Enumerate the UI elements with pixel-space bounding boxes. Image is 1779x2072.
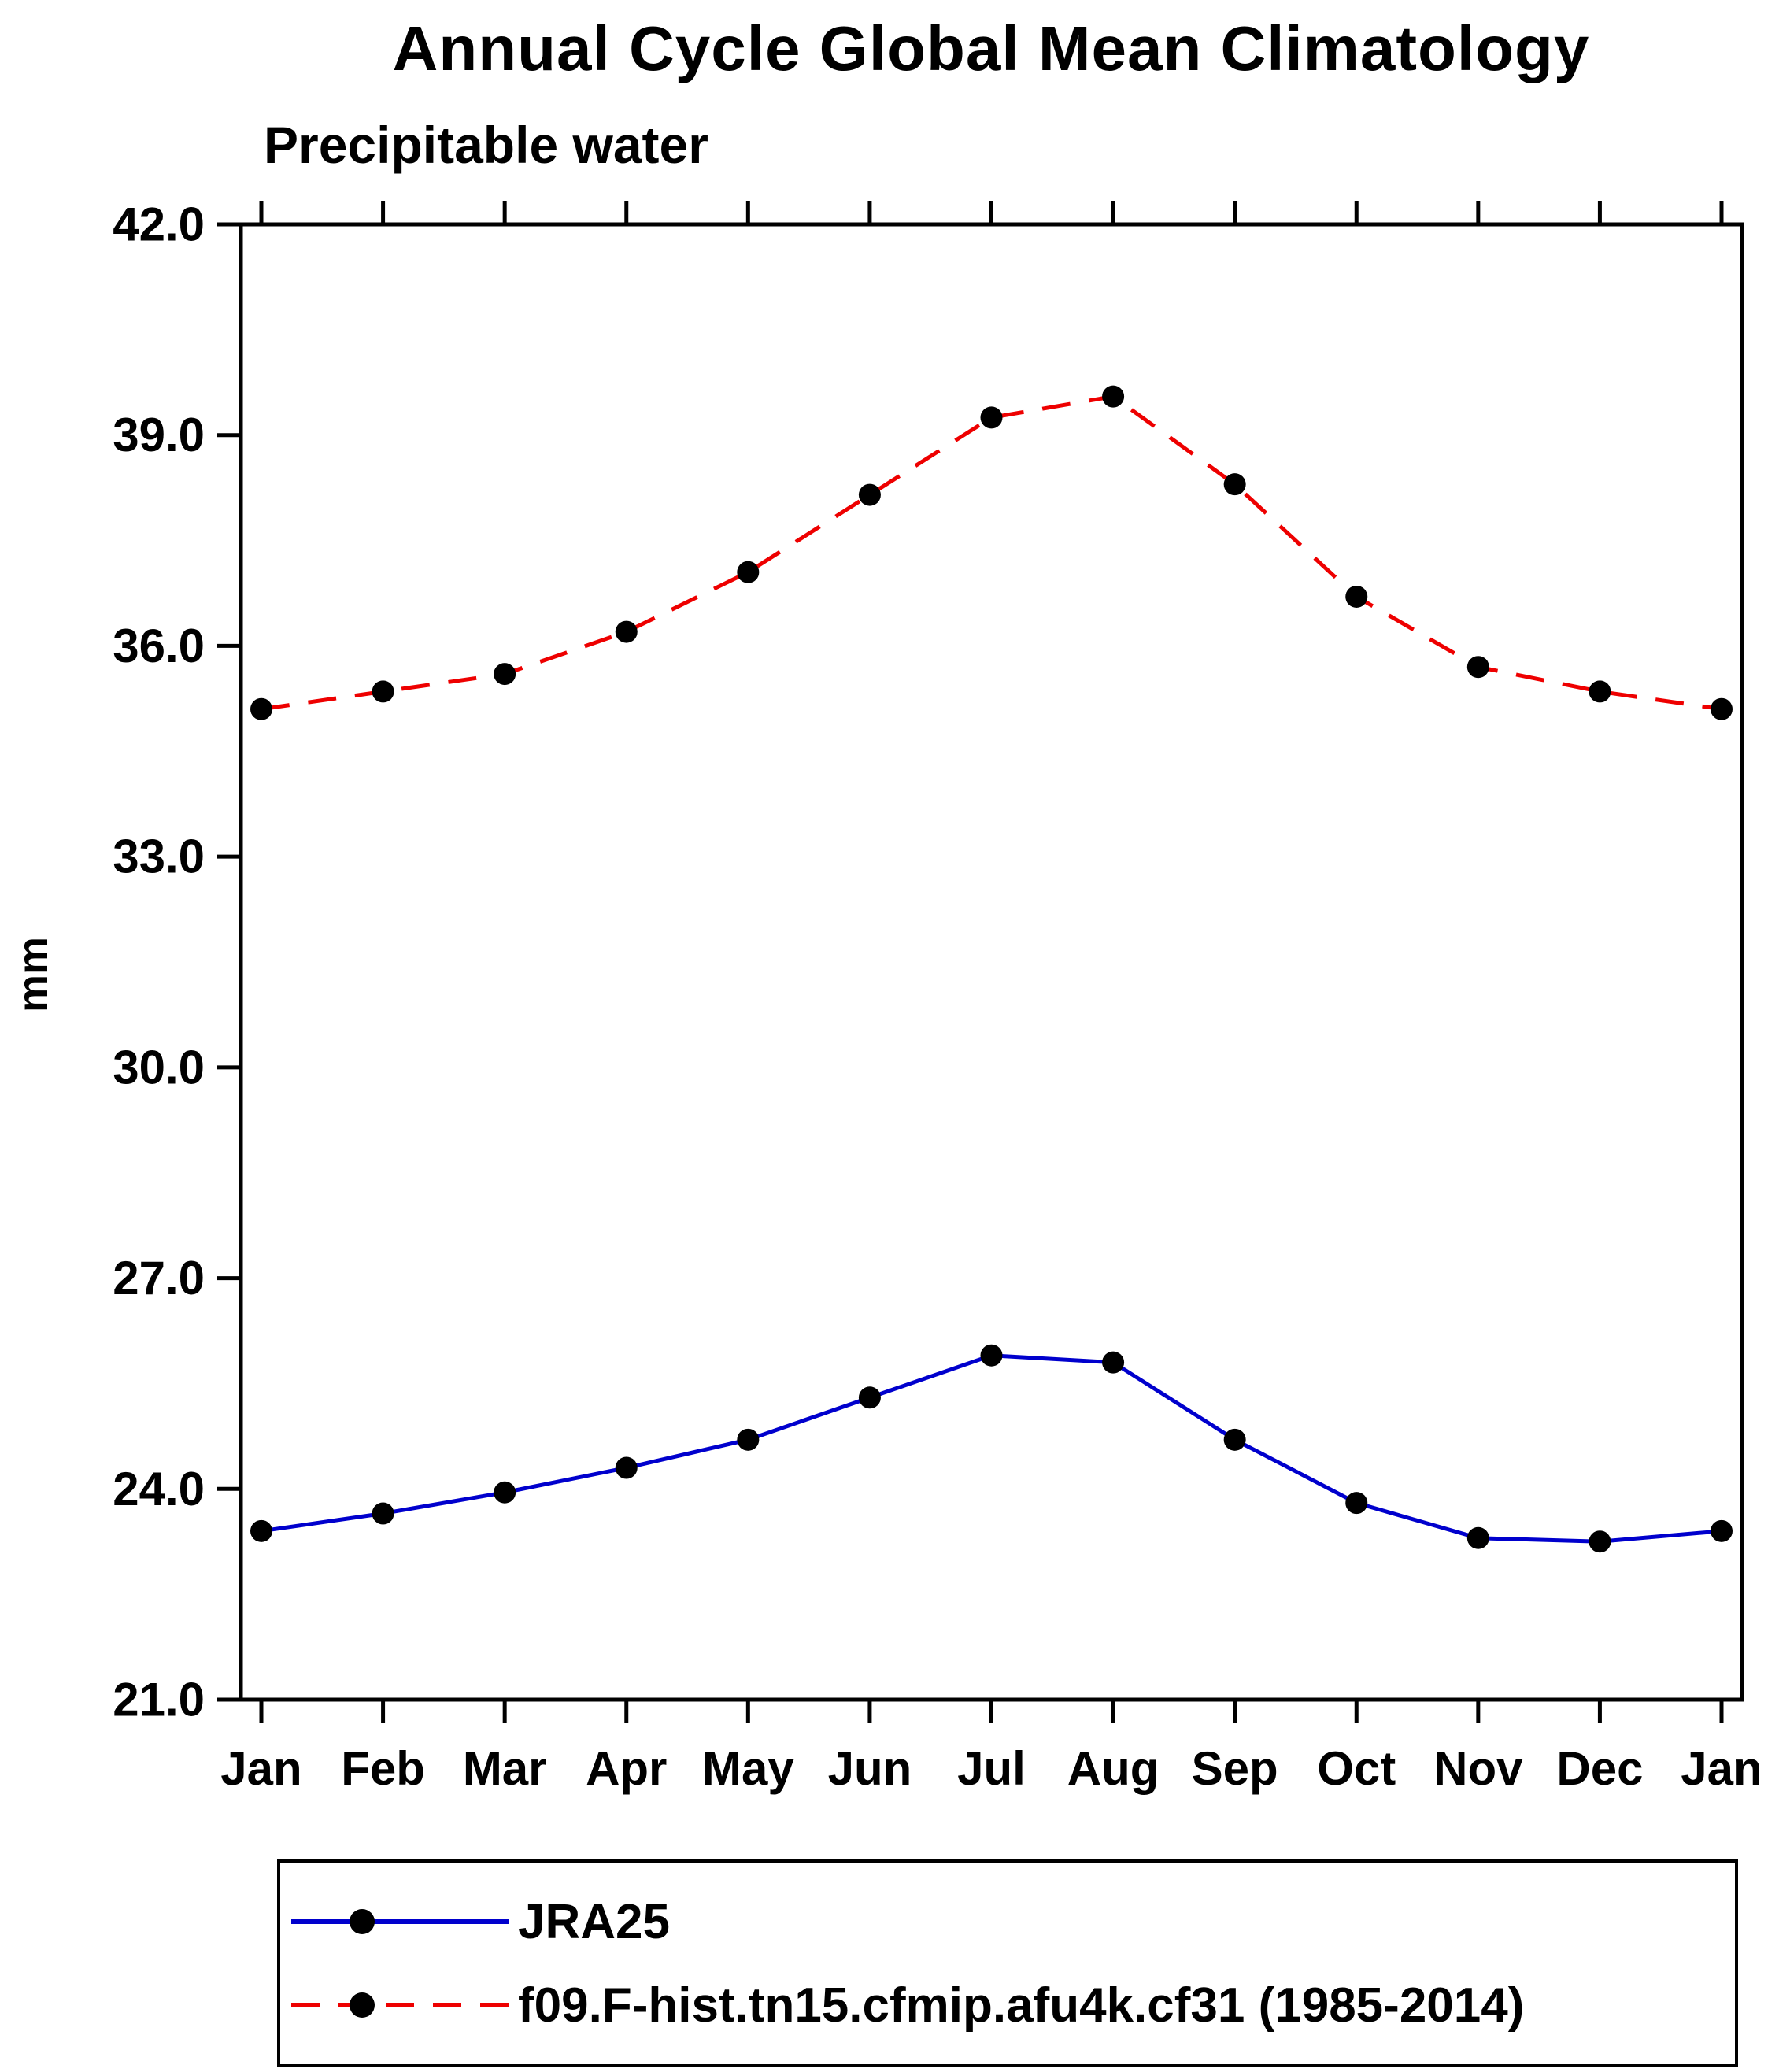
x-tick-label: Aug: [1067, 1742, 1159, 1795]
legend-item: f09.F-hist.tn15.cfmip.afu4k.cf31 (1985-2…: [290, 1977, 1735, 2033]
data-point-marker: [372, 1502, 394, 1525]
x-tick-label: Dec: [1556, 1742, 1643, 1795]
y-tick-label: 39.0: [113, 409, 205, 461]
series-line-0: [261, 1353, 1722, 1544]
data-point-marker: [1345, 1492, 1368, 1515]
x-tick-label: Feb: [341, 1742, 425, 1795]
x-tick-label: Apr: [586, 1742, 667, 1795]
y-tick-label: 27.0: [113, 1252, 205, 1304]
data-point-marker: [1466, 1526, 1489, 1549]
plot-frame: [239, 222, 1744, 1702]
data-point-marker: [980, 1344, 1003, 1367]
data-point-marker: [1223, 473, 1246, 496]
x-tick-label: May: [702, 1742, 794, 1795]
y-tick-label: 36.0: [113, 620, 205, 672]
data-point-marker: [1589, 1530, 1611, 1553]
y-tick-label: 24.0: [113, 1463, 205, 1515]
data-point-marker: [1102, 385, 1125, 408]
data-point-marker: [980, 406, 1003, 429]
x-tick-label: Nov: [1433, 1742, 1523, 1795]
data-point-marker: [858, 483, 881, 506]
legend-line-sample: [291, 1992, 509, 2018]
x-tick-label: Jan: [1681, 1742, 1762, 1795]
chart-title: Annual Cycle Global Mean Climatology: [392, 13, 1590, 83]
legend-marker-dot-icon: [350, 1909, 375, 1934]
data-point-marker: [1223, 1428, 1246, 1451]
data-point-marker: [494, 1481, 516, 1504]
data-point-marker: [615, 620, 638, 643]
data-point-marker: [737, 1428, 760, 1451]
data-point-marker: [737, 561, 760, 583]
y-tick-label: 42.0: [113, 198, 205, 251]
plot-area: 21.0 24.0 27.0 30.0 33.0 36.0 39.0 42.0 Jan Feb Ma…: [113, 198, 1762, 1796]
data-point-marker: [1711, 697, 1733, 720]
data-point-marker: [250, 1519, 272, 1542]
y-tick-label: 21.0: [113, 1674, 205, 1726]
x-tick-label: Sep: [1192, 1742, 1278, 1795]
legend-series-label: f09.F-hist.tn15.cfmip.afu4k.cf31 (1985-2…: [518, 1978, 1525, 2033]
y-tick-label: 33.0: [113, 831, 205, 883]
x-tick-label: Jan: [220, 1742, 301, 1795]
legend-series-label: JRA25: [518, 1894, 670, 1949]
y-tick-label: 30.0: [113, 1041, 205, 1093]
data-point-marker: [1466, 656, 1489, 679]
legend: JRA25 f09.F-hist.tn15.cfmip.afu4k.cf31 (…: [277, 1859, 1738, 2067]
x-tick-label: Jul: [957, 1742, 1026, 1795]
data-point-marker: [1711, 1519, 1733, 1542]
x-tick-label: Jun: [828, 1742, 912, 1795]
x-tick-label: Mar: [463, 1742, 547, 1795]
legend-item: JRA25: [290, 1893, 1735, 1950]
data-point-marker: [494, 663, 516, 686]
data-point-marker: [1345, 585, 1368, 608]
data-point-marker: [1589, 680, 1611, 703]
data-point-marker: [1102, 1351, 1125, 1374]
data-point-marker: [250, 697, 272, 720]
legend-line-sample: [291, 1909, 509, 1934]
data-point-marker: [372, 680, 394, 703]
x-tick-label: Oct: [1317, 1742, 1396, 1795]
chart-subtitle: Precipitable water: [264, 116, 708, 174]
data-point-marker: [615, 1456, 638, 1479]
series-line-1: [261, 394, 1722, 712]
data-point-marker: [858, 1386, 881, 1409]
legend-marker-dot-icon: [350, 1992, 375, 2018]
